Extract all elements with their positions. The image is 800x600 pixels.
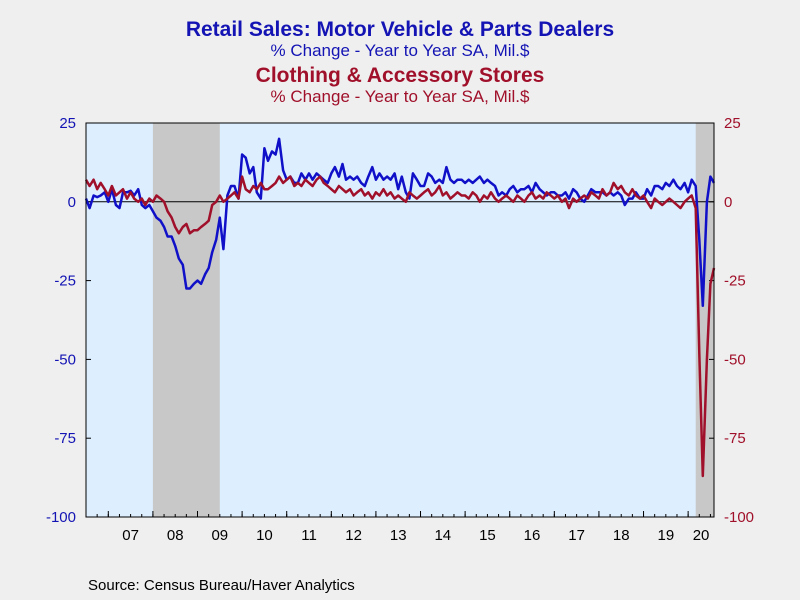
recession-band — [152, 123, 220, 517]
chart-title-motor-vehicles: Retail Sales: Motor Vehicle & Parts Deal… — [185, 18, 615, 41]
chart-title-clothing: Clothing & Accessory Stores — [255, 64, 545, 87]
x-tick-label: 08 — [167, 527, 184, 544]
y-tick-label-right: 25 — [724, 115, 741, 132]
y-tick-label-right: -75 — [724, 430, 746, 447]
source-note: Source: Census Bureau/Haver Analytics — [88, 577, 355, 594]
chart-subtitle-motor-vehicles: % Change - Year to Year SA, Mil.$ — [270, 41, 530, 60]
y-tick-label-left: -50 — [54, 351, 76, 368]
x-tick-label: 19 — [657, 527, 674, 544]
plot-frame — [85, 122, 715, 518]
x-tick-label: 10 — [256, 527, 273, 544]
x-tick-label: 12 — [345, 527, 362, 544]
y-tick-label-right: -25 — [724, 273, 746, 290]
y-tick-label-left: 0 — [68, 194, 76, 211]
y-tick-label-left: -75 — [54, 430, 76, 447]
x-tick-label: 16 — [524, 527, 541, 544]
y-tick-label-left: -100 — [46, 509, 76, 526]
x-tick-label: 14 — [434, 527, 451, 544]
chart-subtitle-clothing: % Change - Year to Year SA, Mil.$ — [270, 87, 530, 106]
x-tick-label: 09 — [211, 527, 228, 544]
x-tick-label: 07 — [122, 527, 139, 544]
x-tick-label: 13 — [390, 527, 407, 544]
x-tick-label: 15 — [479, 527, 496, 544]
series-line-clothing — [84, 175, 716, 478]
y-tick-label-left: 25 — [59, 115, 76, 132]
y-tick-label-right: 0 — [724, 194, 732, 211]
y-tick-label-left: -25 — [54, 273, 76, 290]
x-tick-label: 18 — [613, 527, 630, 544]
y-tick-label-right: -50 — [724, 351, 746, 368]
x-tick-label: 20 — [693, 527, 710, 544]
x-tick-label: 11 — [301, 527, 317, 544]
y-tick-label-right: -100 — [724, 509, 754, 526]
x-tick-label: 17 — [568, 527, 585, 544]
